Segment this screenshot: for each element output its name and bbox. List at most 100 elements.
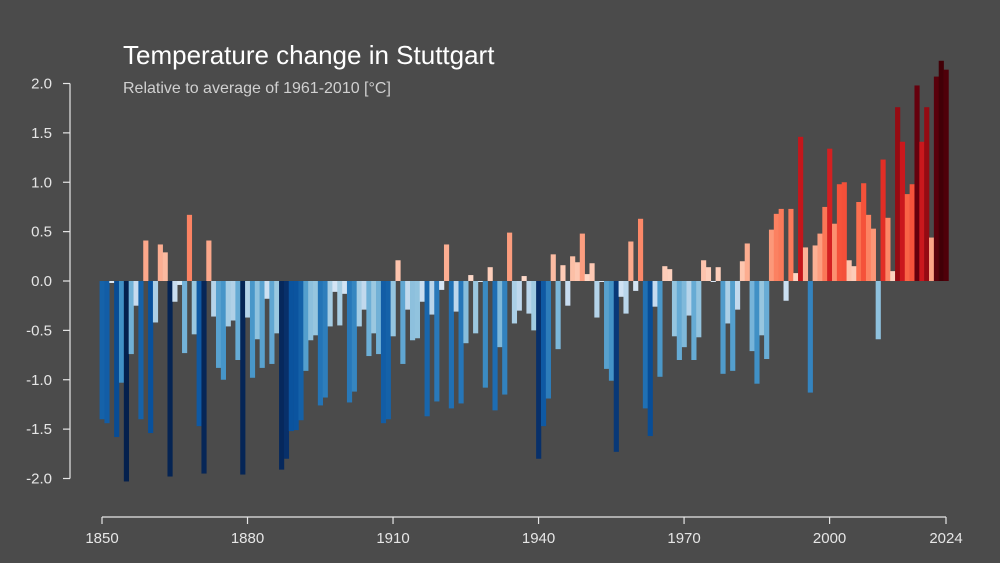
- bar-1986: [759, 281, 765, 336]
- bar-2024: [943, 69, 949, 281]
- bar-1900: [342, 281, 348, 294]
- bar-1893: [308, 281, 314, 341]
- bar-1954: [604, 281, 610, 369]
- bar-1999: [822, 206, 828, 281]
- bar-1882: [254, 281, 260, 340]
- bar-1965: [657, 281, 663, 377]
- bar-1932: [497, 281, 503, 348]
- x-tick-label: 1880: [231, 530, 264, 547]
- bar-1866: [177, 281, 183, 285]
- bar-1944: [555, 281, 561, 350]
- bar-1991: [783, 281, 789, 301]
- bar-2006: [856, 202, 862, 281]
- bar-1905: [366, 281, 372, 357]
- bar-2022: [933, 76, 940, 281]
- bar-1875: [220, 281, 226, 380]
- bar-1955: [608, 281, 615, 381]
- bar-2013: [890, 271, 896, 282]
- bar-2002: [836, 184, 843, 281]
- bar-1899: [337, 281, 343, 326]
- bar-1921: [443, 244, 450, 281]
- bar-1994: [798, 136, 804, 281]
- bar-1889: [288, 281, 294, 432]
- bar-1959: [628, 241, 634, 281]
- bar-1993: [793, 273, 799, 281]
- x-axis: 1850 1880 1910 1940 1970 2000 2024: [85, 516, 963, 547]
- bar-1957: [618, 281, 624, 297]
- bar-1947: [570, 256, 576, 281]
- bar-1924: [458, 281, 464, 404]
- bar-1872: [206, 240, 212, 281]
- bar-1945: [560, 265, 566, 281]
- bar-1972: [691, 281, 697, 360]
- bar-2023: [938, 60, 944, 281]
- bar-1946: [565, 281, 571, 306]
- y-tick-label: -1.0: [26, 372, 52, 389]
- bar-1886: [274, 281, 280, 334]
- bar-2012: [885, 217, 891, 281]
- y-tick-label: 1.0: [31, 174, 52, 191]
- bar-1936: [516, 281, 522, 311]
- bar-1871: [201, 281, 207, 474]
- bar-1968: [671, 281, 678, 337]
- bar-1895: [317, 281, 323, 406]
- bar-1985: [754, 281, 760, 384]
- bar-1883: [259, 281, 265, 368]
- bar-1951: [589, 263, 595, 281]
- x-tick-label: 2000: [813, 530, 846, 547]
- y-tick-label: 0.5: [31, 224, 52, 241]
- bar-1973: [696, 281, 702, 338]
- chart-subtitle: Relative to average of 1961-2010 [°C]: [123, 80, 391, 97]
- bar-1984: [749, 281, 755, 352]
- bar-1869: [191, 281, 197, 335]
- bar-1908: [380, 281, 387, 424]
- bar-1963: [647, 281, 653, 437]
- bar-1864: [167, 281, 173, 477]
- bar-1977: [715, 267, 721, 282]
- bar-1974: [701, 260, 707, 281]
- bar-1998: [817, 233, 823, 281]
- bar-1861: [152, 281, 159, 323]
- bar-1953: [599, 281, 605, 282]
- x-tick-label: 1850: [85, 530, 118, 547]
- bar-1894: [313, 281, 319, 336]
- bar-1851: [104, 281, 110, 424]
- bar-2007: [861, 183, 867, 281]
- bar-1934: [507, 232, 513, 281]
- bar-1873: [211, 281, 217, 317]
- bar-1928: [477, 281, 484, 282]
- bar-1856: [128, 281, 134, 355]
- bar-1857: [133, 281, 139, 306]
- bar-1997: [812, 245, 818, 281]
- bar-1884: [264, 281, 270, 299]
- bar-1876: [225, 281, 231, 327]
- bar-2015: [899, 141, 906, 281]
- bar-1948: [574, 262, 581, 281]
- bar-1979: [725, 281, 731, 324]
- bar-1904: [361, 281, 367, 310]
- bar-1952: [594, 281, 600, 318]
- bar-1901: [346, 281, 353, 403]
- bar-1992: [788, 208, 794, 281]
- bar-1915: [414, 281, 421, 339]
- bar-1855: [123, 281, 129, 482]
- bar-1907: [376, 281, 382, 355]
- y-tick-label: -2.0: [26, 471, 52, 488]
- bar-1990: [778, 208, 784, 281]
- bar-1966: [662, 266, 668, 281]
- bar-1933: [502, 281, 508, 395]
- bar-2000: [827, 148, 833, 281]
- bar-2019: [919, 141, 925, 281]
- bar-1854: [118, 281, 125, 383]
- bar-1962: [642, 281, 648, 409]
- x-tick-label: 2024: [929, 530, 962, 547]
- bar-1863: [162, 252, 168, 281]
- bar-1942: [545, 281, 551, 399]
- bars: [99, 60, 949, 482]
- bar-1939: [531, 281, 537, 331]
- bar-1927: [473, 281, 479, 334]
- bar-1912: [400, 281, 406, 364]
- bar-1870: [196, 281, 202, 427]
- bar-1949: [579, 233, 585, 281]
- bar-2001: [832, 223, 838, 281]
